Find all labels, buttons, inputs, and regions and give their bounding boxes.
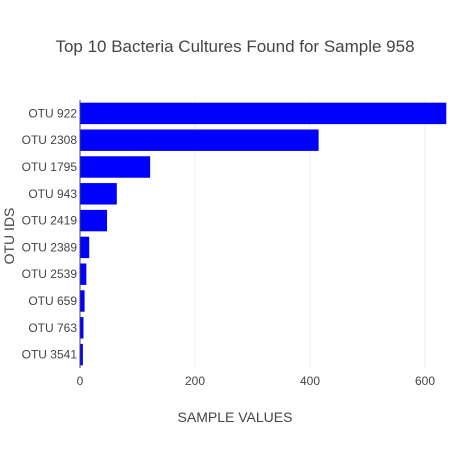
x-tick-label: 0 bbox=[77, 374, 84, 388]
bar-otu-943[interactable] bbox=[80, 183, 117, 205]
y-tick-label: OTU 3541 bbox=[22, 348, 78, 362]
x-tick-labels: 0 200 400 600 bbox=[77, 374, 436, 388]
bar-otu-1795[interactable] bbox=[80, 156, 151, 178]
bar-otu-2308[interactable] bbox=[80, 129, 319, 151]
x-tick-label: 400 bbox=[300, 374, 320, 388]
y-tick-label: OTU 659 bbox=[28, 294, 77, 308]
bar-otu-2539[interactable] bbox=[80, 263, 87, 285]
y-tick-label: OTU 2308 bbox=[22, 133, 78, 147]
x-tick-label: 600 bbox=[415, 374, 435, 388]
bar-otu-2389[interactable] bbox=[80, 236, 90, 259]
y-tick-label: OTU 2419 bbox=[22, 214, 78, 228]
x-tick-label: 200 bbox=[185, 374, 205, 388]
bar-otu-659[interactable] bbox=[80, 290, 85, 312]
bar-otu-922[interactable] bbox=[80, 102, 447, 125]
y-tick-label: OTU 2539 bbox=[22, 267, 78, 281]
y-tick-label: OTU 1795 bbox=[22, 160, 78, 174]
y-tick-label: OTU 943 bbox=[28, 187, 77, 201]
y-tick-label: OTU 2389 bbox=[22, 240, 78, 254]
y-axis-title: OTU IDS bbox=[1, 208, 17, 265]
x-axis-title: SAMPLE VALUES bbox=[178, 409, 293, 425]
bars bbox=[80, 102, 447, 366]
bar-otu-3541[interactable] bbox=[80, 343, 83, 366]
chart-title: Top 10 Bacteria Cultures Found for Sampl… bbox=[55, 37, 414, 56]
y-tick-label: OTU 763 bbox=[28, 321, 77, 335]
y-tick-label: OTU 922 bbox=[28, 106, 77, 120]
bar-otu-2419[interactable] bbox=[80, 209, 108, 232]
bar-otu-763[interactable] bbox=[80, 317, 84, 339]
y-tick-labels: OTU 922 OTU 2308 OTU 1795 OTU 943 OTU 2419 OT… bbox=[22, 106, 78, 361]
